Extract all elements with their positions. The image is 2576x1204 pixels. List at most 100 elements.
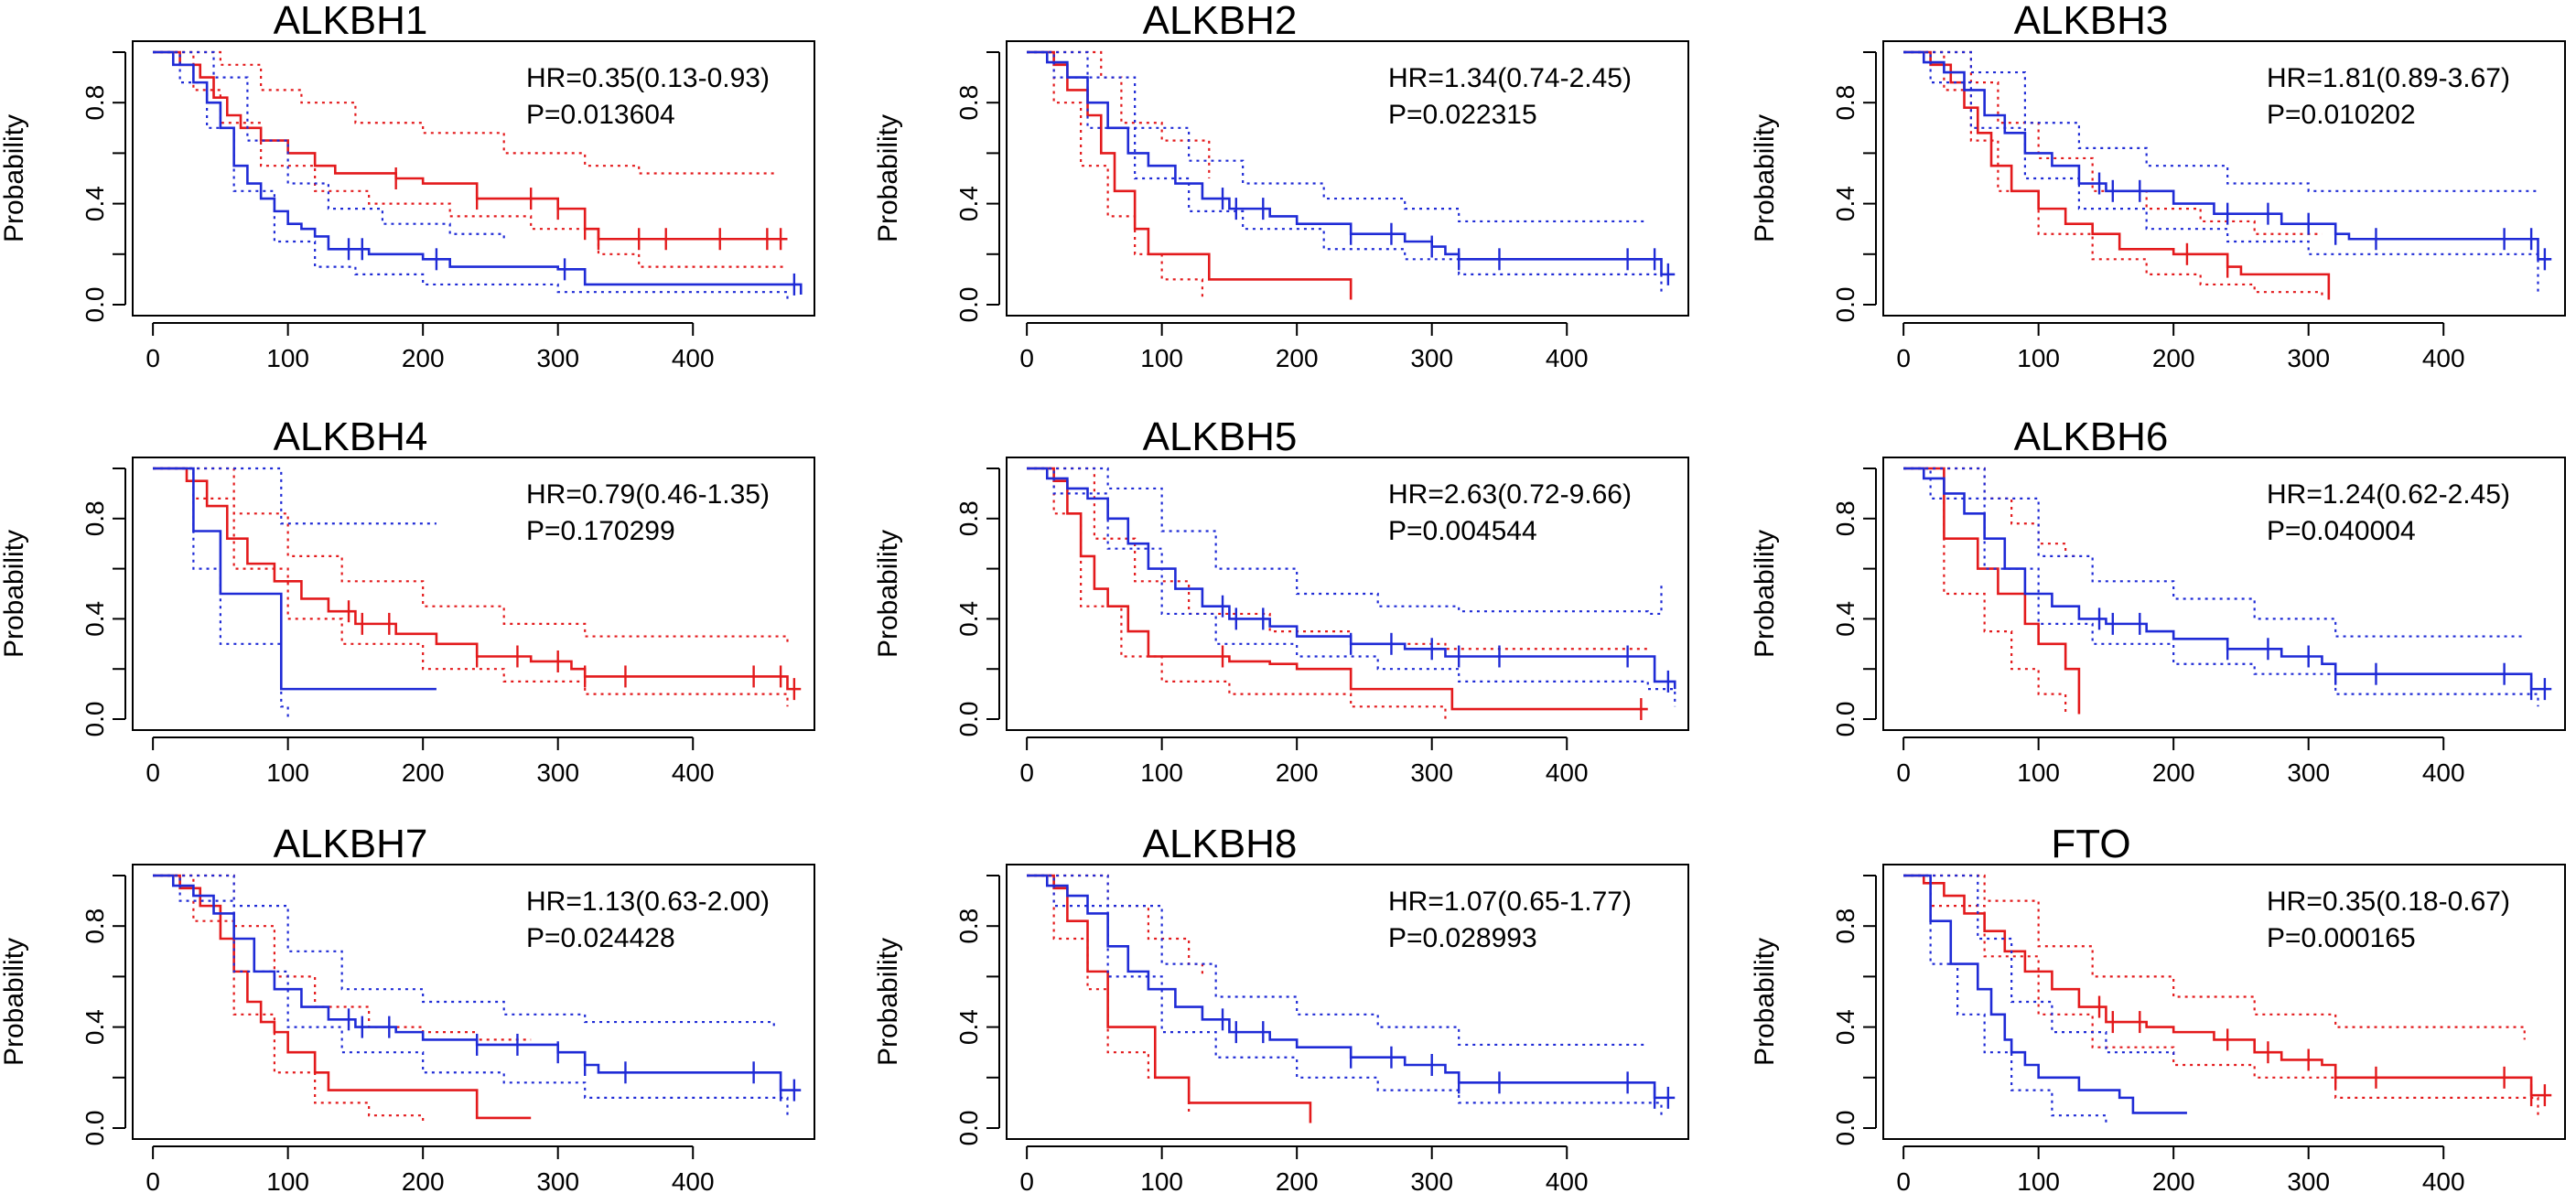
x-tick-label: 400 xyxy=(1546,758,1589,787)
red-ci-lower xyxy=(153,874,425,1123)
plot-box xyxy=(1882,40,2566,317)
red-ci-upper xyxy=(1903,467,2079,557)
x-tick-label: 0 xyxy=(1896,758,1911,787)
x-tick-label: 200 xyxy=(2152,344,2195,372)
y-tick-label: 0.4 xyxy=(81,186,109,221)
panel-alkbh3: ALKBH3 HR=1.81(0.89-3.67) P=0.010202 0 10… xyxy=(1750,0,2566,372)
plot-area xyxy=(1027,50,1676,300)
x-tick-label: 100 xyxy=(1140,1167,1183,1196)
hazard-ratio-text: HR=1.81(0.89-3.67) xyxy=(2267,63,2510,93)
x-tick-label: 0 xyxy=(1896,344,1911,372)
y-tick-label: 0.8 xyxy=(954,85,983,121)
plot-box xyxy=(1006,457,1689,731)
x-tick-label: 100 xyxy=(2017,1167,2060,1196)
x-tick-label: 200 xyxy=(402,344,445,372)
y-tick-label: 0.0 xyxy=(954,702,983,737)
red-ci-lower xyxy=(153,467,789,707)
y-tick-label: 0.8 xyxy=(81,500,109,536)
red-ci-upper xyxy=(1903,874,2526,1040)
y-tick-label: 0.0 xyxy=(1831,287,1859,323)
y-tick-label: 0.4 xyxy=(1831,186,1859,221)
y-axis-label: Probability xyxy=(0,114,29,242)
x-tick-label: 200 xyxy=(1276,758,1319,787)
x-tick-label: 300 xyxy=(2287,758,2330,787)
p-value-text: P=0.170299 xyxy=(526,516,675,546)
red-ci-lower xyxy=(153,50,788,268)
x-tick-label: 300 xyxy=(536,344,579,372)
blue-survival-curve xyxy=(1903,50,2552,261)
plot-area xyxy=(1903,50,2552,300)
x-tick-label: 200 xyxy=(1276,344,1319,372)
axes: 0 100 200 300 400 0.0 0.4 0.8 Probability xyxy=(1750,468,2465,787)
red-ci-lower xyxy=(1903,467,2067,715)
y-axis-label: Probability xyxy=(873,114,903,242)
hazard-ratio-text: HR=1.24(0.62-2.45) xyxy=(2267,479,2510,510)
panel-title: ALKBH8 xyxy=(1143,822,1298,866)
x-tick-label: 0 xyxy=(1019,1167,1034,1196)
red-survival-curve xyxy=(1903,874,2552,1097)
panel-alkbh1: ALKBH1 HR=0.35(0.13-0.93) P=0.013604 0 10… xyxy=(0,0,815,372)
y-axis-label: Probability xyxy=(0,938,29,1066)
y-tick-label: 0.8 xyxy=(1831,908,1859,944)
red-ci-upper xyxy=(153,467,789,644)
red-ci-upper xyxy=(1027,50,1211,178)
panel-title: ALKBH4 xyxy=(274,414,428,459)
panel-alkbh7: ALKBH7 HR=1.13(0.63-2.00) P=0.024428 0 10… xyxy=(0,822,815,1196)
x-tick-label: 200 xyxy=(2152,758,2195,787)
plot-area xyxy=(153,50,803,300)
blue-survival-curve xyxy=(153,50,803,295)
x-tick-label: 0 xyxy=(146,1167,160,1196)
x-tick-label: 0 xyxy=(1019,344,1034,372)
x-tick-label: 300 xyxy=(2287,1167,2330,1196)
x-tick-label: 300 xyxy=(2287,344,2330,372)
blue-survival-curve xyxy=(1027,467,1676,690)
x-tick-label: 100 xyxy=(266,758,309,787)
plot-box xyxy=(1006,40,1689,317)
y-tick-label: 0.0 xyxy=(954,1111,983,1146)
hazard-ratio-text: HR=2.63(0.72-9.66) xyxy=(1388,479,1632,510)
axes: 0 100 200 300 400 0.0 0.4 0.8 Probability xyxy=(873,468,1589,787)
y-tick-label: 0.0 xyxy=(954,287,983,323)
x-tick-label: 200 xyxy=(402,758,445,787)
p-value-text: P=0.004544 xyxy=(1388,516,1537,546)
y-tick-label: 0.4 xyxy=(81,601,109,637)
red-survival-curve xyxy=(1027,467,1648,711)
blue-ci-upper xyxy=(153,874,775,1027)
blue-ci-lower xyxy=(153,50,789,300)
axes: 0 100 200 300 400 0.0 0.4 0.8 Probability xyxy=(0,51,715,372)
hazard-ratio-text: HR=1.13(0.63-2.00) xyxy=(526,887,770,917)
y-axis-label: Probability xyxy=(873,530,903,658)
blue-ci-lower xyxy=(153,874,789,1116)
blue-ci-upper xyxy=(1903,874,2175,1058)
panel-alkbh4: ALKBH4 HR=0.79(0.46-1.35) P=0.170299 0 10… xyxy=(0,414,815,787)
p-value-text: P=0.000165 xyxy=(2267,923,2416,953)
plot-box xyxy=(132,864,815,1140)
y-tick-label: 0.4 xyxy=(954,186,983,221)
y-axis-label: Probability xyxy=(0,530,29,658)
x-tick-label: 300 xyxy=(536,1167,579,1196)
p-value-text: P=0.013604 xyxy=(526,100,675,130)
x-tick-label: 0 xyxy=(1896,1167,1911,1196)
blue-survival-curve xyxy=(153,874,802,1091)
panel-alkbh2: ALKBH2 HR=1.34(0.74-2.45) P=0.022315 0 10… xyxy=(873,0,1689,372)
y-tick-label: 0.0 xyxy=(81,287,109,323)
y-tick-label: 0.4 xyxy=(1831,1009,1859,1045)
p-value-text: P=0.040004 xyxy=(2267,516,2416,546)
y-tick-label: 0.8 xyxy=(81,85,109,121)
x-tick-label: 100 xyxy=(2017,758,2060,787)
x-tick-label: 0 xyxy=(1019,758,1034,787)
y-tick-label: 0.0 xyxy=(1831,1111,1859,1146)
x-tick-label: 0 xyxy=(146,758,160,787)
red-survival-curve xyxy=(153,467,802,691)
panel-alkbh8: ALKBH8 HR=1.07(0.65-1.77) P=0.028993 0 10… xyxy=(873,822,1689,1196)
panel-alkbh6: ALKBH6 HR=1.24(0.62-2.45) P=0.040004 0 10… xyxy=(1750,414,2566,787)
x-tick-label: 400 xyxy=(2422,1167,2465,1196)
plot-area xyxy=(153,467,802,719)
red-survival-curve xyxy=(1903,467,2081,715)
blue-survival-curve xyxy=(1027,874,1676,1100)
x-tick-label: 400 xyxy=(2422,344,2465,372)
y-tick-label: 0.8 xyxy=(954,908,983,944)
blue-ci-upper xyxy=(1903,50,2538,192)
y-tick-label: 0.8 xyxy=(954,500,983,536)
x-tick-label: 400 xyxy=(672,344,715,372)
